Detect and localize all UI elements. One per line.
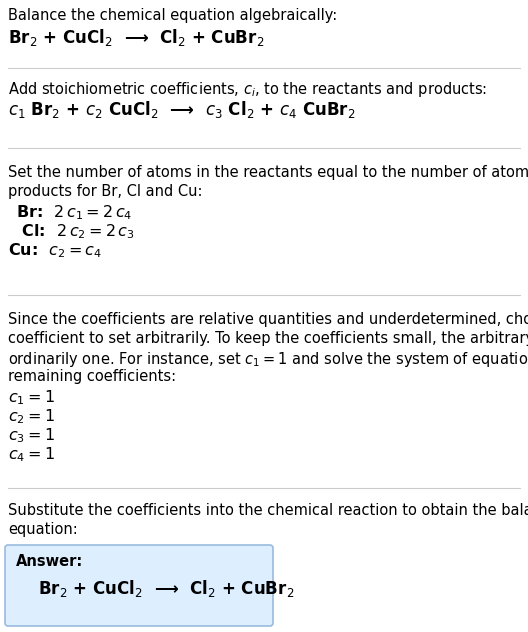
- Text: Set the number of atoms in the reactants equal to the number of atoms in the: Set the number of atoms in the reactants…: [8, 165, 528, 180]
- Text: Add stoichiometric coefficients, $c_i$, to the reactants and products:: Add stoichiometric coefficients, $c_i$, …: [8, 80, 487, 99]
- Text: Answer:: Answer:: [16, 554, 83, 569]
- Text: Substitute the coefficients into the chemical reaction to obtain the balanced: Substitute the coefficients into the che…: [8, 503, 528, 518]
- Text: products for Br, Cl and Cu:: products for Br, Cl and Cu:: [8, 184, 203, 199]
- Text: $c_3 = 1$: $c_3 = 1$: [8, 426, 55, 445]
- Text: $c_1 = 1$: $c_1 = 1$: [8, 388, 55, 407]
- Text: $c_4 = 1$: $c_4 = 1$: [8, 445, 55, 464]
- Text: coefficient to set arbitrarily. To keep the coefficients small, the arbitrary va: coefficient to set arbitrarily. To keep …: [8, 331, 528, 346]
- Text: Br:  $2\,c_1 = 2\,c_4$: Br: $2\,c_1 = 2\,c_4$: [16, 203, 133, 222]
- Text: Balance the chemical equation algebraically:: Balance the chemical equation algebraica…: [8, 8, 337, 23]
- FancyBboxPatch shape: [5, 545, 273, 626]
- Text: Br$_2$ + CuCl$_2$  ⟶  Cl$_2$ + CuBr$_2$: Br$_2$ + CuCl$_2$ ⟶ Cl$_2$ + CuBr$_2$: [38, 578, 294, 599]
- Text: $c_2 = 1$: $c_2 = 1$: [8, 407, 55, 426]
- Text: equation:: equation:: [8, 522, 78, 537]
- Text: $c_1$ Br$_2$ + $c_2$ CuCl$_2$  ⟶  $c_3$ Cl$_2$ + $c_4$ CuBr$_2$: $c_1$ Br$_2$ + $c_2$ CuCl$_2$ ⟶ $c_3$ Cl…: [8, 99, 355, 120]
- Text: ordinarily one. For instance, set $c_1 = 1$ and solve the system of equations fo: ordinarily one. For instance, set $c_1 =…: [8, 350, 528, 369]
- Text: remaining coefficients:: remaining coefficients:: [8, 369, 176, 384]
- Text: Cu:  $c_2 = c_4$: Cu: $c_2 = c_4$: [8, 241, 102, 260]
- Text: Since the coefficients are relative quantities and underdetermined, choose a: Since the coefficients are relative quan…: [8, 312, 528, 327]
- Text: Br$_2$ + CuCl$_2$  ⟶  Cl$_2$ + CuBr$_2$: Br$_2$ + CuCl$_2$ ⟶ Cl$_2$ + CuBr$_2$: [8, 27, 265, 48]
- Text: Cl:  $2\,c_2 = 2\,c_3$: Cl: $2\,c_2 = 2\,c_3$: [16, 222, 135, 241]
